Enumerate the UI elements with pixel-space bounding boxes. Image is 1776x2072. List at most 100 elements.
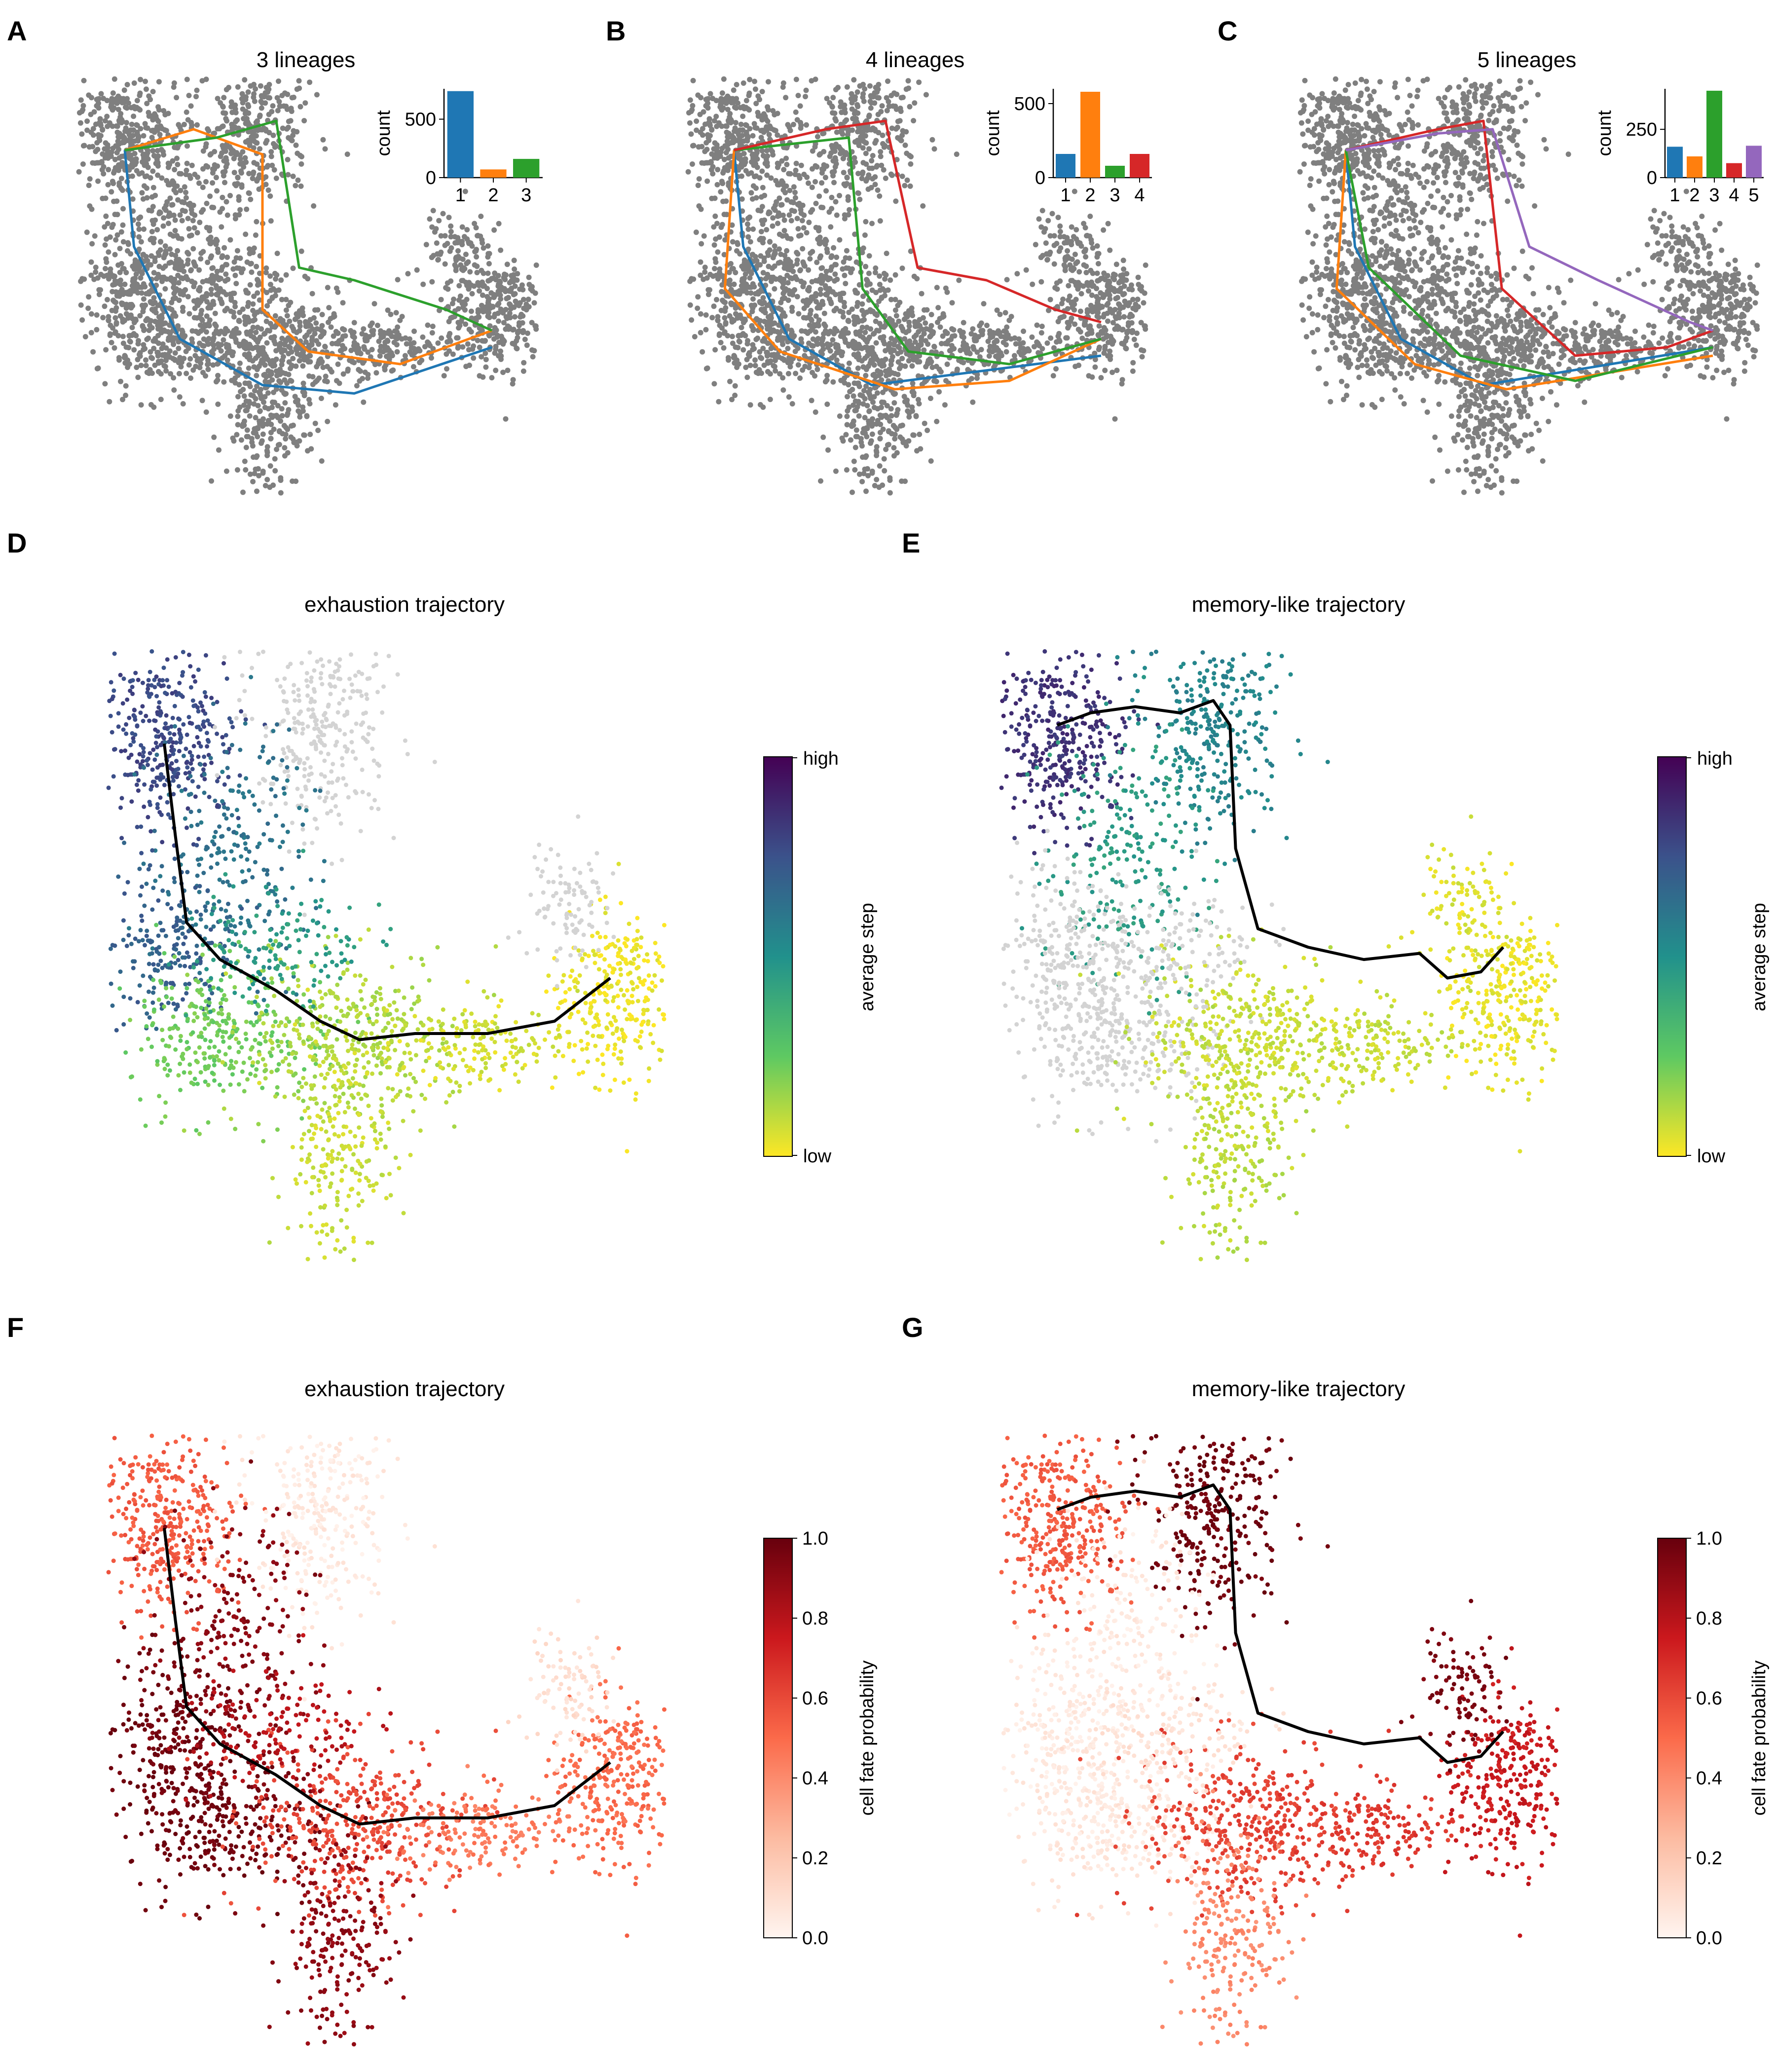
cell-point bbox=[1102, 292, 1108, 298]
cell-point bbox=[998, 350, 1003, 356]
cell-point bbox=[781, 167, 787, 173]
cell-point bbox=[242, 352, 248, 358]
cell-point bbox=[864, 176, 870, 182]
cell-point bbox=[439, 335, 444, 341]
cell-point bbox=[864, 425, 870, 431]
cell-point bbox=[268, 218, 274, 224]
cell-point bbox=[143, 357, 148, 363]
cell-point bbox=[188, 232, 194, 238]
cell-point bbox=[291, 440, 297, 445]
cell-point bbox=[909, 305, 915, 311]
cell-point bbox=[177, 394, 183, 400]
cell-point bbox=[456, 283, 462, 289]
cell-point bbox=[90, 349, 96, 355]
cell-point bbox=[207, 193, 213, 199]
cell-point bbox=[227, 193, 233, 198]
cell-point bbox=[809, 78, 814, 84]
cell-point bbox=[179, 199, 185, 205]
cell-point bbox=[749, 252, 755, 258]
cell-point bbox=[694, 118, 700, 124]
cell-point bbox=[370, 330, 376, 336]
cell-point bbox=[181, 292, 186, 297]
cell-point bbox=[874, 452, 880, 458]
cell-point bbox=[731, 281, 737, 287]
cell-point bbox=[974, 349, 980, 355]
cell-point bbox=[750, 342, 756, 348]
cell-point bbox=[500, 370, 506, 375]
cell-point bbox=[425, 339, 431, 345]
cell-point bbox=[196, 267, 202, 273]
cell-point bbox=[264, 452, 270, 458]
cell-point bbox=[199, 78, 205, 84]
cell-point bbox=[859, 479, 865, 484]
cell-point bbox=[830, 173, 836, 179]
cell-point bbox=[903, 311, 909, 317]
cell-point bbox=[1139, 288, 1145, 294]
cell-point bbox=[496, 353, 502, 359]
cell-point bbox=[131, 127, 137, 133]
cell-point bbox=[385, 307, 391, 313]
cell-point bbox=[393, 310, 399, 316]
cell-point bbox=[299, 154, 304, 159]
cell-point bbox=[1125, 323, 1131, 329]
cell-point bbox=[249, 440, 255, 445]
cell-point bbox=[112, 156, 118, 162]
cell-point bbox=[922, 379, 927, 385]
cell-point bbox=[123, 270, 129, 275]
cell-point bbox=[444, 366, 449, 372]
cell-point bbox=[186, 362, 192, 368]
cell-point bbox=[844, 175, 850, 180]
cell-point bbox=[838, 99, 844, 105]
panel-label-g: G bbox=[902, 1312, 924, 1343]
cell-point bbox=[322, 378, 328, 384]
cell-point bbox=[1112, 272, 1118, 278]
cell-point bbox=[795, 93, 801, 99]
cell-point bbox=[872, 174, 878, 180]
cell-point bbox=[254, 453, 260, 459]
cell-point bbox=[84, 118, 90, 124]
cell-point bbox=[185, 276, 190, 282]
cell-point bbox=[155, 118, 161, 124]
cell-point bbox=[464, 227, 470, 233]
cell-point bbox=[931, 378, 937, 384]
cell-point bbox=[120, 333, 126, 339]
cell-point bbox=[251, 294, 257, 299]
cell-point bbox=[909, 408, 915, 414]
cell-point bbox=[840, 314, 846, 320]
cell-point bbox=[734, 96, 740, 102]
cell-point bbox=[862, 140, 868, 146]
cell-point bbox=[775, 221, 780, 226]
cell-point bbox=[205, 367, 211, 372]
cell-point bbox=[282, 400, 288, 406]
cell-point bbox=[274, 251, 280, 257]
cell-point bbox=[264, 340, 270, 346]
cell-point bbox=[245, 318, 251, 324]
cell-point bbox=[786, 212, 792, 218]
cell-point bbox=[282, 453, 288, 459]
cell-point bbox=[895, 118, 901, 124]
cell-point bbox=[183, 348, 189, 354]
cell-point bbox=[526, 282, 532, 288]
cell-point bbox=[798, 232, 804, 238]
cell-point bbox=[903, 330, 909, 335]
cell-point bbox=[325, 285, 331, 291]
cell-point bbox=[132, 161, 138, 167]
cell-point bbox=[150, 168, 156, 174]
cell-point bbox=[888, 335, 894, 341]
cell-point bbox=[160, 148, 166, 154]
cell-point bbox=[1048, 335, 1054, 341]
cell-point bbox=[106, 249, 111, 255]
cell-point bbox=[332, 313, 337, 319]
cell-point bbox=[76, 169, 82, 175]
cell-point bbox=[1088, 302, 1094, 308]
cell-point bbox=[516, 323, 522, 329]
cell-point bbox=[89, 241, 95, 247]
cell-point bbox=[495, 283, 501, 289]
cell-point bbox=[272, 468, 278, 474]
cell-point bbox=[228, 308, 234, 314]
cell-point bbox=[385, 338, 391, 344]
cell-point bbox=[868, 440, 873, 446]
cell-point bbox=[114, 232, 120, 238]
cell-point bbox=[298, 161, 304, 167]
cell-point bbox=[224, 255, 230, 260]
